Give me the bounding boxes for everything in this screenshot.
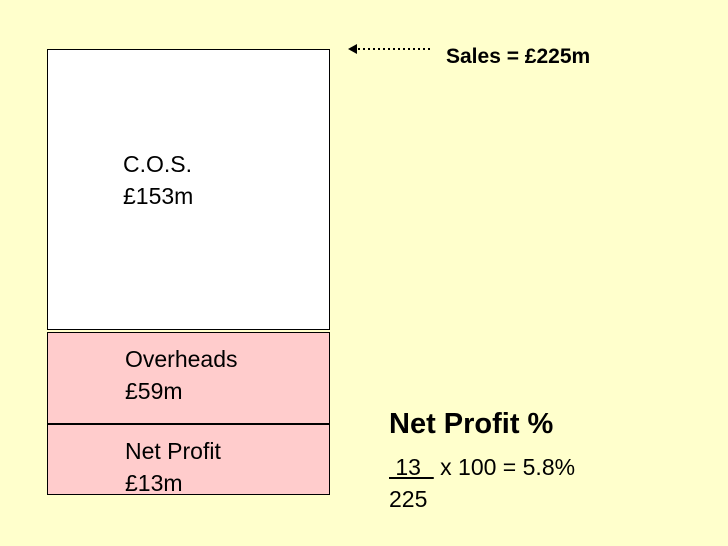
calculation-line: 13 x 100 = 5.8% xyxy=(389,454,575,481)
arrow-left-icon xyxy=(348,44,430,54)
overheads-box: Overheads £59m xyxy=(47,332,330,424)
net-profit-percent-title: Net Profit % xyxy=(389,408,554,440)
net-profit-title: Net Profit xyxy=(125,438,221,464)
cos-label: C.O.S. £153m xyxy=(123,148,193,212)
denominator: 225 xyxy=(389,486,428,512)
overheads-title: Overheads xyxy=(125,346,238,372)
cos-title: C.O.S. xyxy=(123,151,193,177)
overheads-label: Overheads £59m xyxy=(125,343,238,407)
net-profit-label: Net Profit £13m xyxy=(125,435,221,499)
net-profit-value: £13m xyxy=(125,470,183,496)
cos-box: C.O.S. £153m xyxy=(47,49,330,330)
sales-label: Sales = £225m xyxy=(446,45,591,68)
numerator: 13 xyxy=(389,454,434,480)
cos-value: £153m xyxy=(123,183,194,209)
net-profit-box: Net Profit £13m xyxy=(47,424,330,496)
overheads-value: £59m xyxy=(125,378,183,404)
calculation-expression: x 100 = 5.8% xyxy=(433,454,576,480)
